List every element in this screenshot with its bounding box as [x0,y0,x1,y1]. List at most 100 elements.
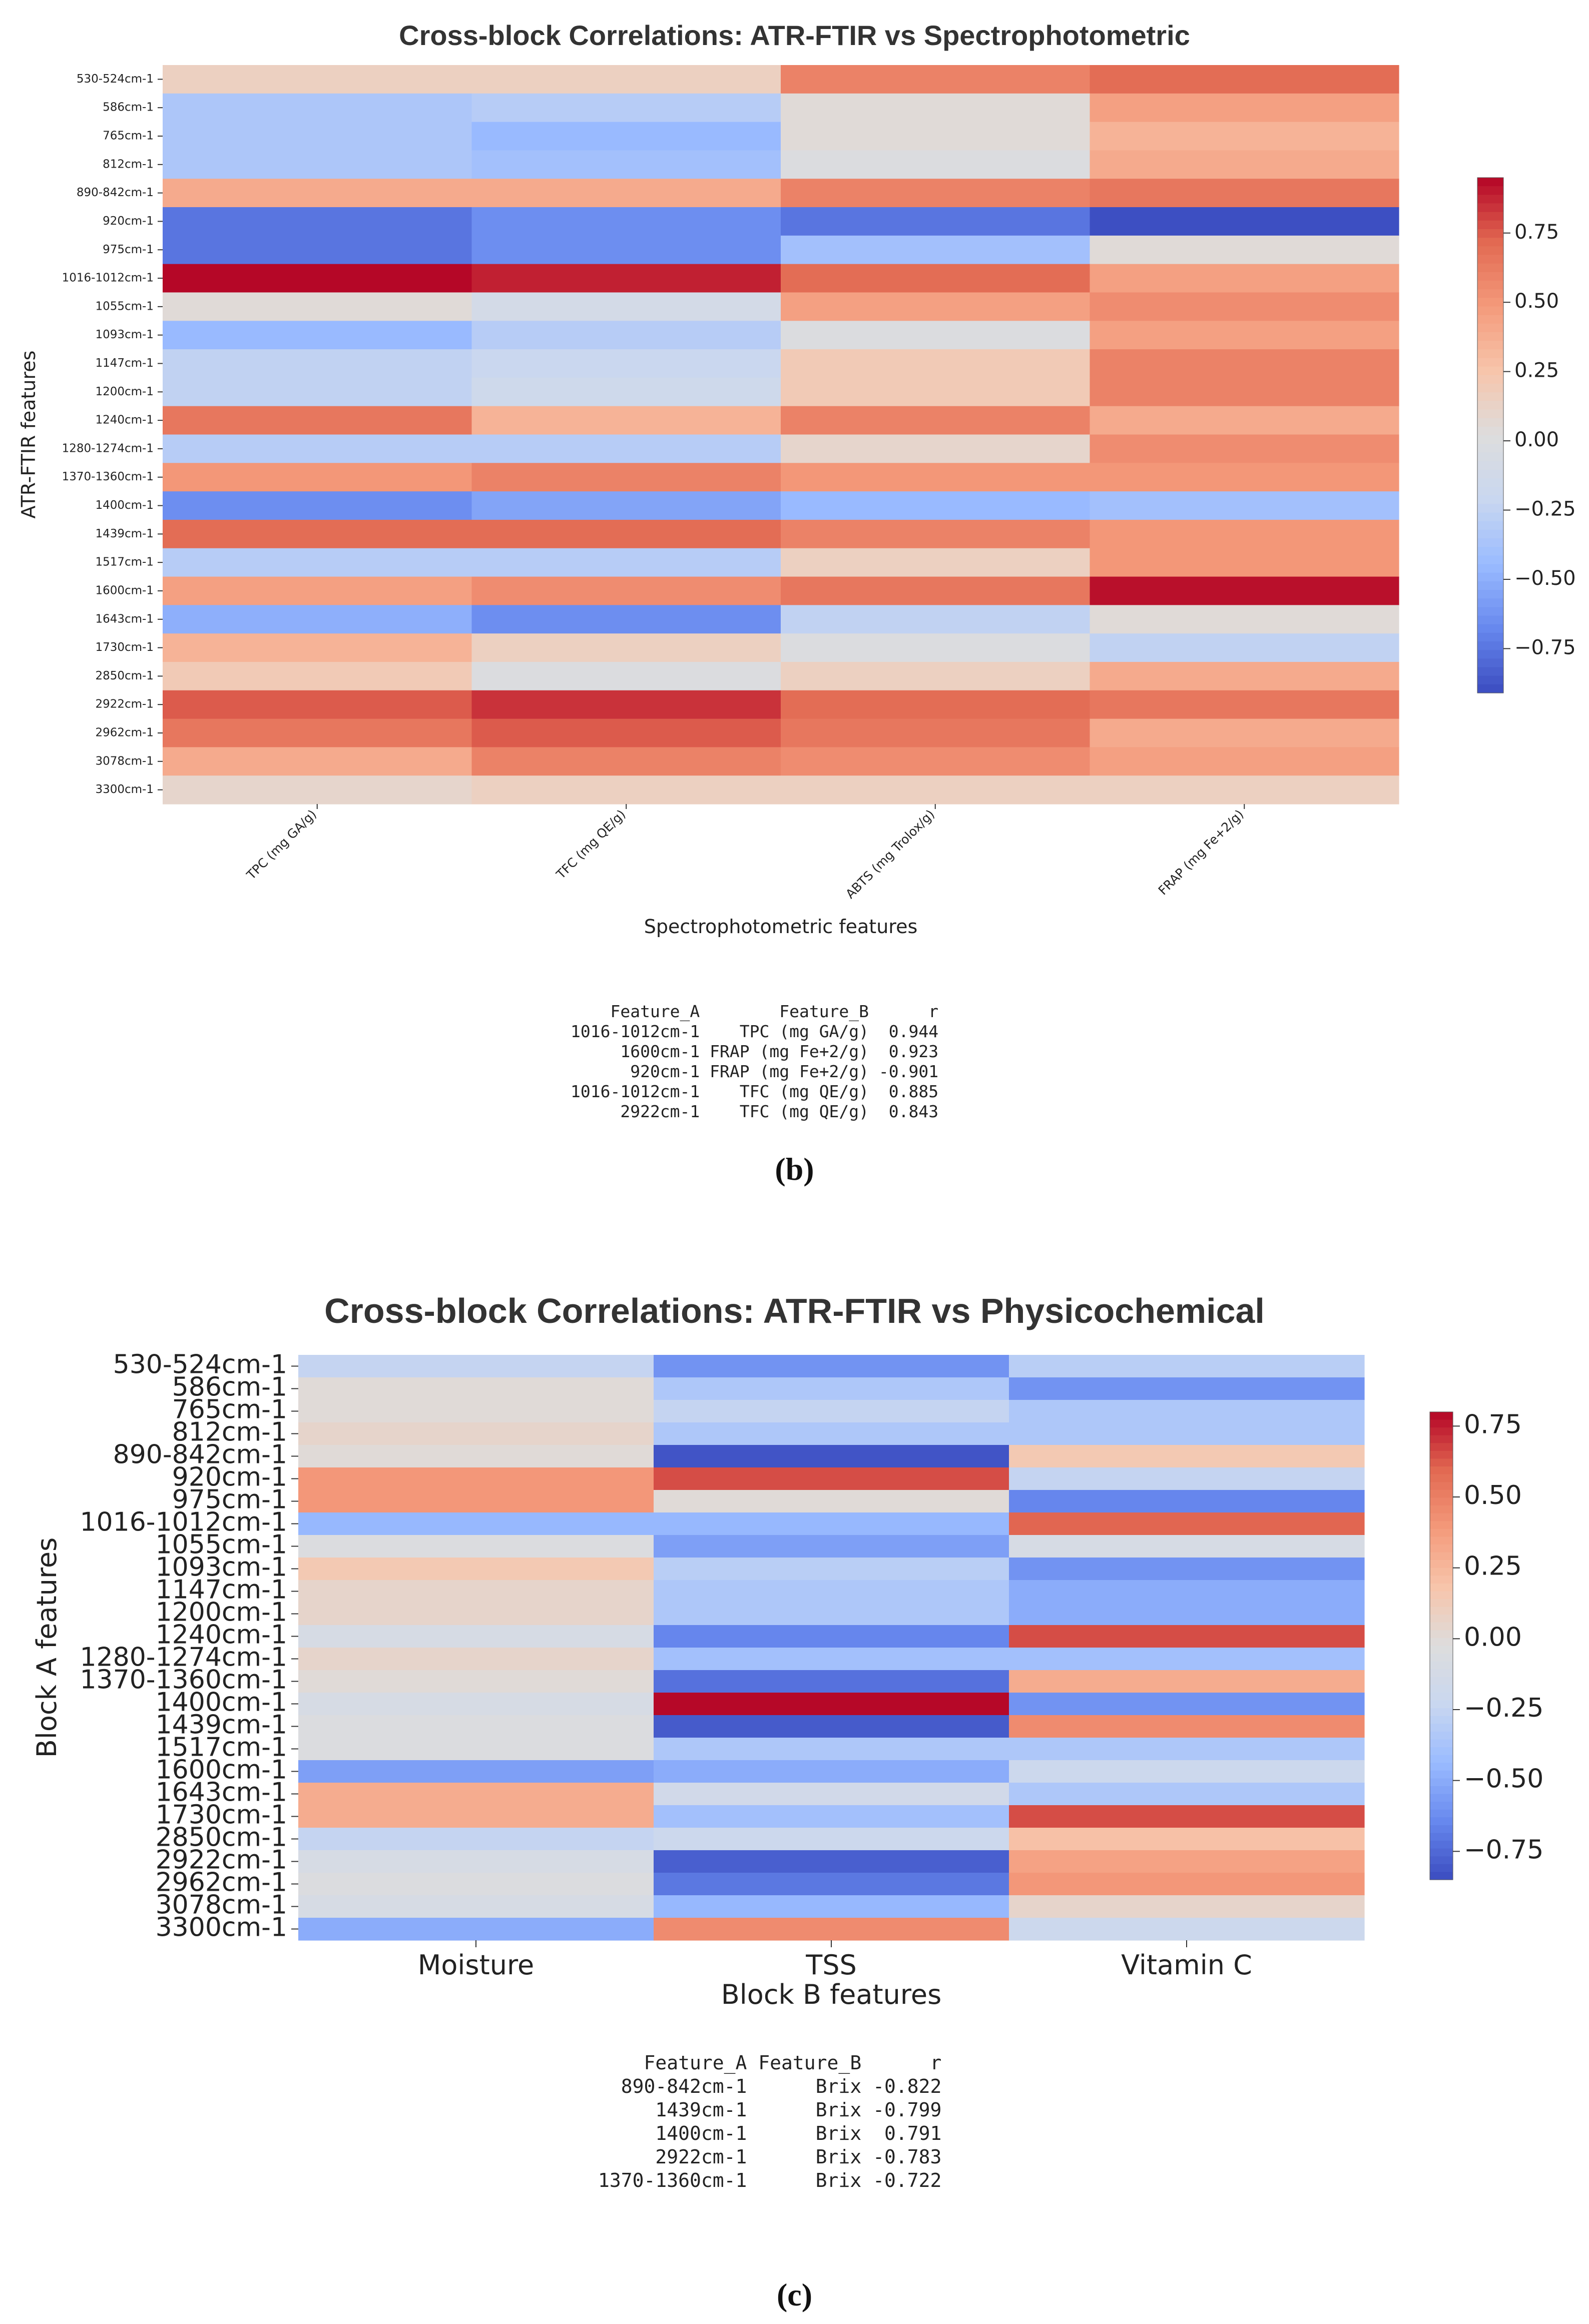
colorbar-segment [1430,1443,1453,1451]
colorbar-segment [1477,186,1503,195]
heatmap-cell [298,1895,654,1918]
heatmap-cell [471,690,781,719]
heatmap-cell [163,690,472,719]
heatmap-cell [471,150,781,179]
colorbar-segment [1430,1856,1453,1865]
heatmap-cell [654,1738,1009,1761]
colorbar-segment [1477,512,1503,522]
heatmap-cell [781,65,1091,94]
heatmap-cell [471,747,781,776]
heatmap-cell [298,1693,654,1716]
colorbar-segment [1477,650,1503,659]
x-tick-label: TFC (mg QE/g) [553,807,628,882]
colorbar-frame [1429,1411,1453,1880]
heatmap-cell [1090,519,1399,549]
heatmap-cell [1009,1760,1365,1783]
heatmap-cell [163,207,472,236]
colorbar-segment [1477,229,1503,238]
heatmap-cell [781,661,1091,691]
y-tick-label: 1200cm-1 [156,1598,287,1628]
heatmap-cell [781,633,1091,662]
colorbar-segment [1430,1560,1453,1569]
y-tick-label: 765cm-1 [103,130,154,143]
heatmap-cell [471,264,781,293]
colorbar-segment [1477,384,1503,393]
heatmap-cell [654,1400,1009,1423]
heatmap-cell [298,1490,654,1513]
colorbar-segment [1477,323,1503,333]
colorbar-tick-label: 0.50 [1464,1480,1522,1510]
heatmap-cell [298,1760,654,1783]
colorbar-segment [1477,581,1503,590]
heatmap-cell [1090,776,1399,805]
heatmap-cell [654,1625,1009,1648]
heatmap-cell [471,661,781,691]
colorbar-segment [1430,1809,1453,1818]
heatmap-cell [298,1850,654,1873]
y-tick-label: 1200cm-1 [95,385,154,398]
colorbar-segment [1430,1450,1453,1459]
colorbar-segment [1430,1638,1453,1647]
colorbar-segment [1477,555,1503,565]
heatmap-cell [298,1580,654,1603]
colorbar-tick-label: −0.50 [1464,1764,1543,1794]
heatmap-cell [1009,1873,1365,1896]
colorbar-segment [1477,684,1503,693]
panel-label-c: (c) [776,2277,813,2312]
heatmap-cell [298,1512,654,1535]
colorbar-segment [1477,289,1503,298]
heatmap-cell [471,321,781,350]
colorbar-segment [1430,1794,1453,1802]
heatmap-cell [1009,1693,1365,1716]
heatmap-cell [471,406,781,435]
heatmap-cell [163,661,472,691]
heatmap-cell [654,1693,1009,1716]
colorbar-tick-label: 0.75 [1514,221,1559,244]
colorbar-segment [1430,1802,1453,1810]
colorbar-segment [1430,1458,1453,1467]
colorbar-segment [1430,1864,1453,1873]
y-tick-label: 1643cm-1 [95,612,154,625]
y-tick-label: 1600cm-1 [95,584,154,597]
colorbar-segment [1477,263,1503,273]
colorbar-segment [1430,1435,1453,1443]
colorbar-segment [1430,1630,1453,1639]
heatmap-cell [163,235,472,265]
heatmap-cell [654,1355,1009,1378]
heatmap-cell [1009,1648,1365,1671]
y-axis-label: ATR-FTIR features [18,351,40,519]
colorbar-segment [1477,195,1503,204]
colorbar-segment [1430,1700,1453,1709]
heatmap-cell [471,519,781,549]
heatmap-cell [781,93,1091,123]
heatmap-cell [781,718,1091,747]
top-correlations-table-c: Feature_A Feature_B r 890-842cm-1 Brix -… [598,2052,942,2191]
y-tick-label: 1240cm-1 [156,1620,287,1650]
y-tick-label: 3300cm-1 [156,1913,287,1943]
y-tick-label: 1400cm-1 [156,1688,287,1718]
heatmap-cell [654,1828,1009,1851]
colorbar-segment [1430,1677,1453,1686]
colorbar-segment [1477,667,1503,676]
heatmap-cell [781,519,1091,549]
heatmap-cell [163,179,472,208]
heatmap-cell [471,605,781,634]
heatmap-cell [654,1783,1009,1806]
y-tick-label: 1093cm-1 [95,328,154,341]
colorbar-segment [1430,1833,1453,1841]
heatmap-b: 530-524cm-1 586cm-1 765cm-1 812cm-1 890-842c… [18,65,1576,938]
heatmap-cell [654,1648,1009,1671]
colorbar-segment [1430,1497,1453,1506]
colorbar-segment [1477,658,1503,668]
x-tick-label: Vitamin C [1121,1949,1252,1981]
colorbar-tick-label: −0.75 [1464,1835,1543,1865]
colorbar-segment [1477,444,1503,453]
y-axis-label: Block A features [31,1537,63,1758]
heatmap-cell [471,122,781,151]
colorbar-tick-label: −0.75 [1514,636,1576,659]
heatmap-cell [1009,1805,1365,1828]
heatmap-cell [1009,1918,1365,1941]
colorbar-segment [1430,1521,1453,1529]
y-tick-label: 1147cm-1 [156,1575,287,1605]
colorbar-segment [1477,547,1503,556]
